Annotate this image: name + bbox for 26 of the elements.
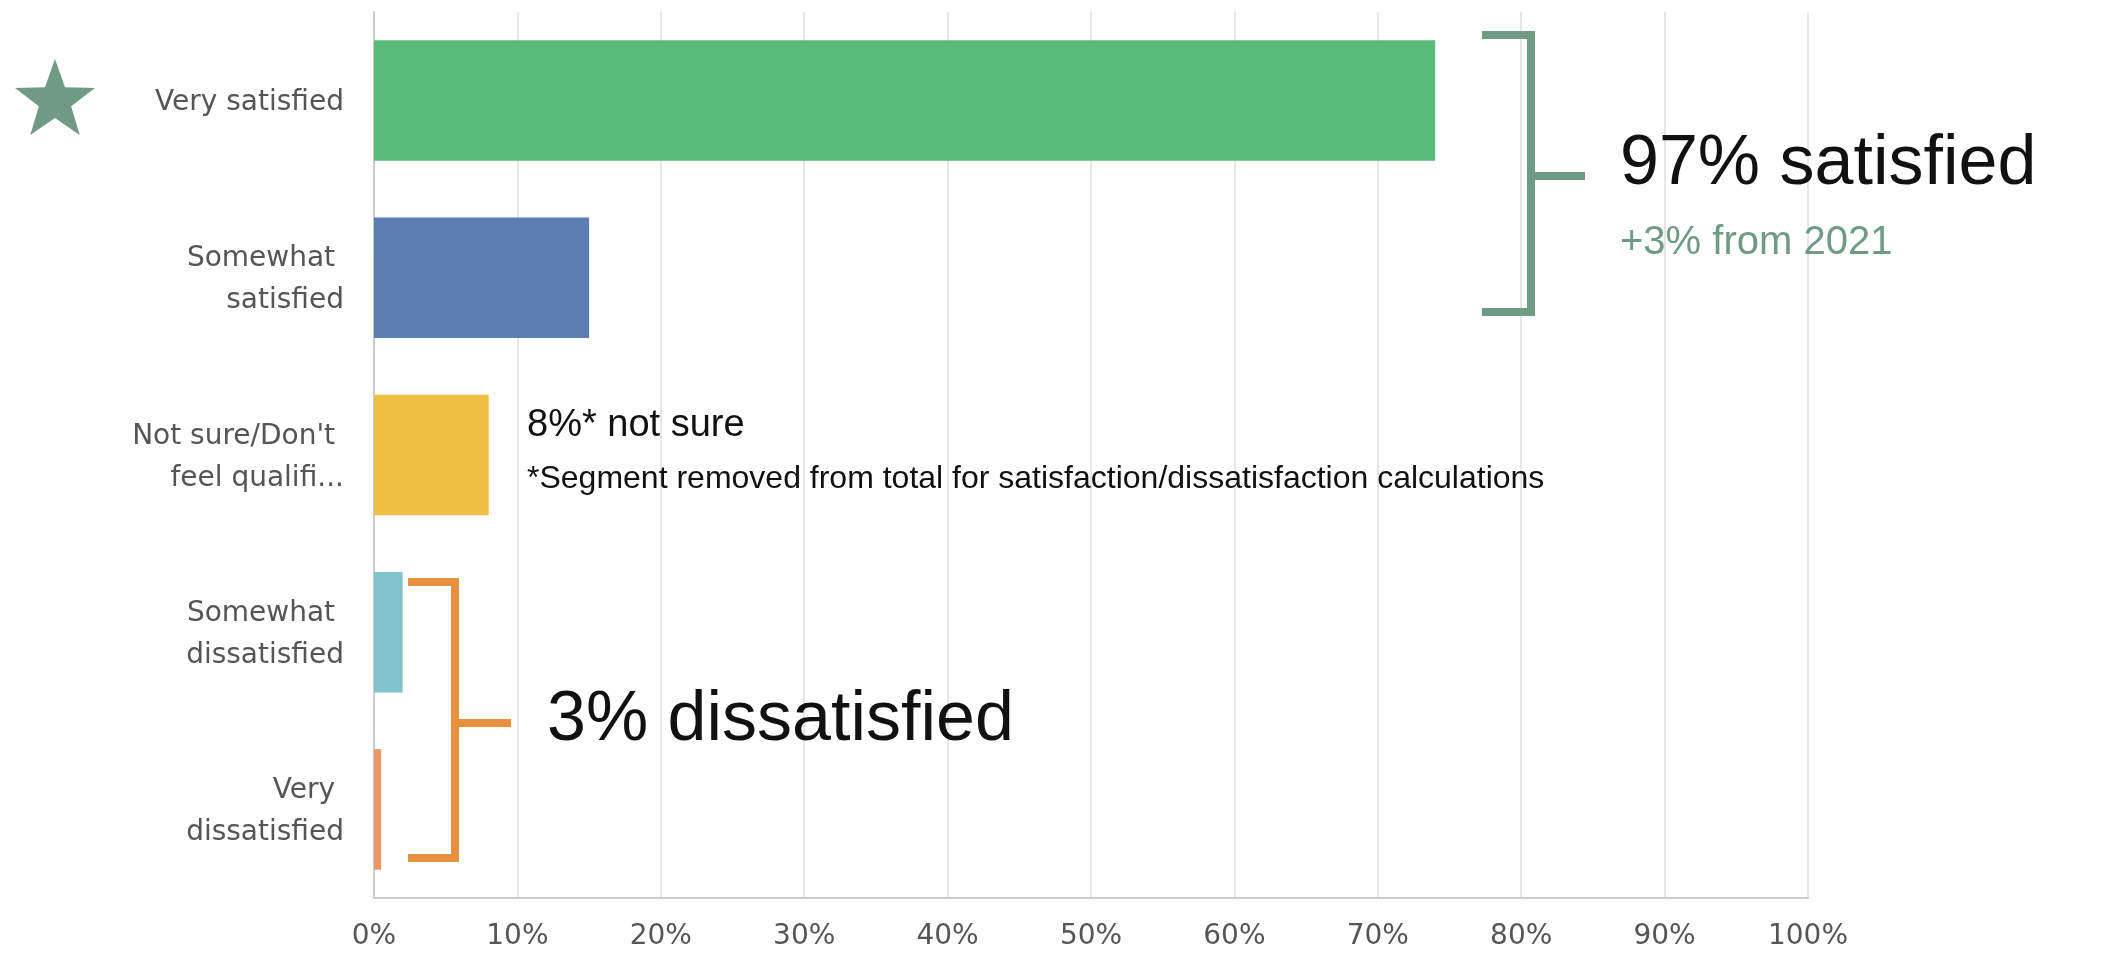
bar bbox=[374, 749, 382, 870]
bar bbox=[374, 217, 590, 339]
x-tick-label: 20% bbox=[629, 917, 692, 951]
x-tick-label: 100% bbox=[1767, 917, 1849, 951]
annotation: 8%* not sure bbox=[527, 402, 745, 445]
y-tick-label: Not sure/Don't feel qualifi... bbox=[132, 417, 344, 493]
x-tick-label: 70% bbox=[1346, 917, 1409, 951]
x-tick-label: 40% bbox=[916, 917, 979, 951]
annotation: *Segment removed from total for satisfaction/dissatisfaction calculations bbox=[527, 459, 1545, 496]
x-tick-label: 90% bbox=[1633, 917, 1696, 951]
y-tick-label: Somewhat satisfied bbox=[186, 240, 344, 316]
annotation: +3% from 2021 bbox=[1620, 218, 1893, 262]
x-tick-label: 80% bbox=[1490, 917, 1553, 951]
bar bbox=[374, 394, 489, 516]
y-tick-label: Somewhat dissatisfied bbox=[186, 594, 344, 670]
x-tick-label: 50% bbox=[1059, 917, 1123, 951]
annotation: 97% satisfied bbox=[1620, 121, 2037, 199]
x-tick-label: 0% bbox=[351, 917, 397, 951]
bar bbox=[374, 40, 1436, 161]
y-tick-label: Very dissatisfied bbox=[186, 771, 344, 847]
y-tick-label: Very satisfied bbox=[155, 84, 344, 118]
x-tick-label: 60% bbox=[1203, 917, 1266, 951]
x-tick-label: 10% bbox=[486, 917, 549, 951]
annotation: 3% dissatisfied bbox=[547, 677, 1014, 755]
x-tick-label: 30% bbox=[773, 917, 836, 951]
bar bbox=[374, 571, 403, 693]
